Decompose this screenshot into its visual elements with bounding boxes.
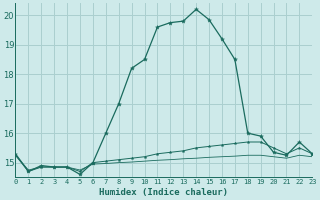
X-axis label: Humidex (Indice chaleur): Humidex (Indice chaleur) — [100, 188, 228, 197]
